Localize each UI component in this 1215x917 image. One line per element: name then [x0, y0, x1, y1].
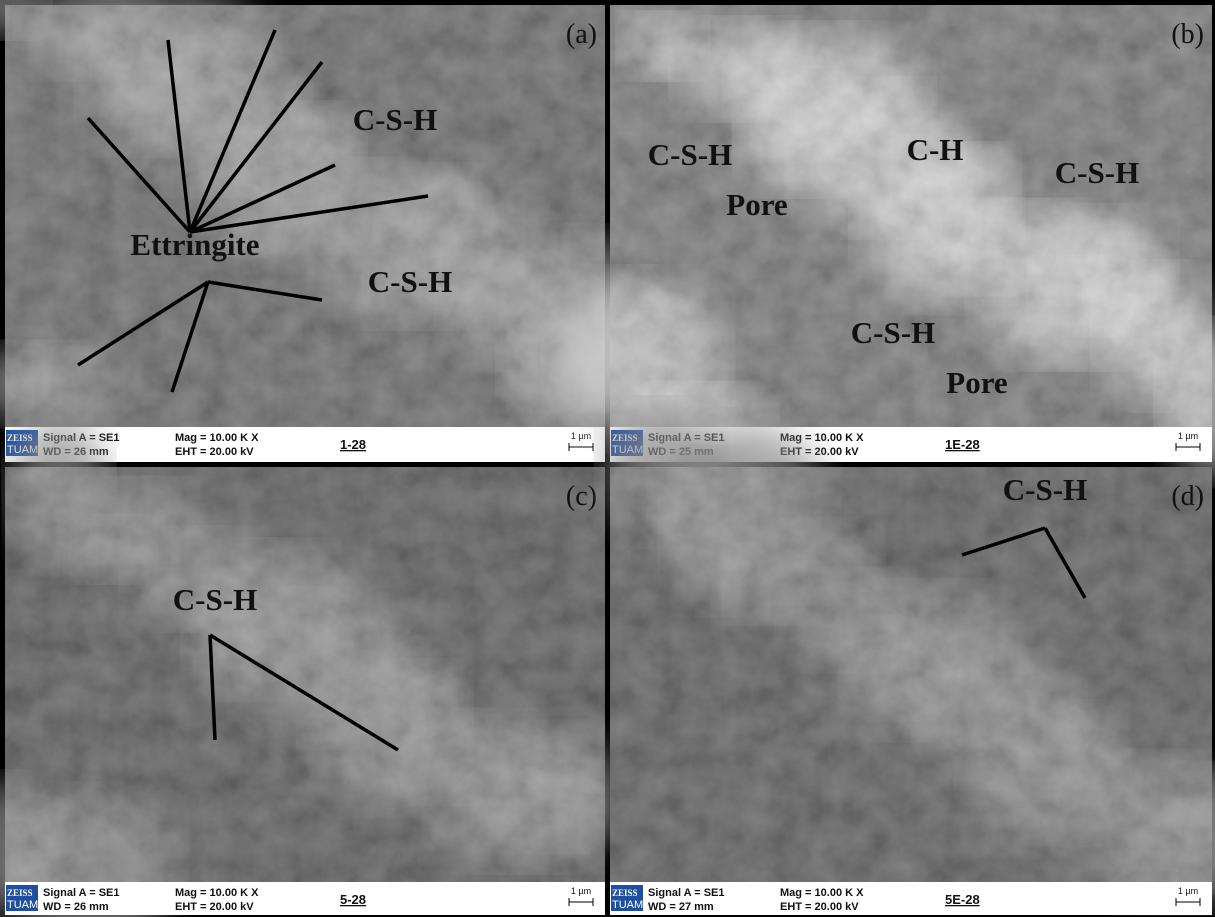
texture [610, 467, 1212, 882]
annotation: C-S-H [851, 315, 935, 350]
pointer-line [77, 280, 209, 367]
scale-bar [1175, 443, 1201, 451]
pointer-line [86, 116, 192, 234]
magnification: Mag = 10.00 K X [175, 887, 259, 899]
pointer-line [189, 163, 336, 234]
annotation: C-S-H [173, 582, 257, 617]
brand: ZEISS [7, 888, 33, 898]
panel-label: (b) [1171, 19, 1204, 50]
pointer-line [209, 633, 399, 752]
texture [5, 467, 605, 882]
scale-label: 1 µm [1178, 431, 1198, 441]
working-distance: WD = 26 mm [43, 901, 109, 913]
annotation: Pore [726, 187, 787, 222]
voltage: EHT = 20.00 kV [175, 446, 254, 458]
scale-bar [1175, 898, 1201, 906]
annotation: C-S-H [368, 264, 452, 299]
annotation: C-H [907, 132, 964, 167]
working-distance: WD = 27 mm [648, 901, 714, 913]
annotation: Pore [946, 365, 1007, 400]
scale-label: 1 µm [1178, 886, 1198, 896]
info-bar [5, 882, 605, 915]
brand2: TUAM [612, 899, 643, 911]
logo-box [6, 885, 38, 911]
voltage: EHT = 20.00 kV [175, 901, 254, 913]
info-bar [610, 882, 1212, 915]
pointer-line [170, 281, 210, 393]
pointer-line [208, 634, 217, 741]
magnification: Mag = 10.00 K X [780, 432, 864, 444]
logo-box [611, 885, 643, 911]
sample-id: 5E-28 [945, 892, 980, 907]
voltage: EHT = 20.00 kV [780, 901, 859, 913]
pointer-line [188, 60, 324, 234]
pointer-line [166, 39, 192, 233]
scale-label: 1 µm [571, 431, 591, 441]
panel-label: (d) [1171, 481, 1204, 512]
sample-id: 1E-28 [945, 437, 980, 452]
sample-id: 1-28 [340, 437, 366, 452]
pointer-line [188, 29, 277, 233]
texture [610, 5, 1212, 427]
magnification: Mag = 10.00 K X [780, 887, 864, 899]
pointer-line [1043, 527, 1087, 599]
annotation: C-S-H [1055, 155, 1139, 190]
scale-label: 1 µm [571, 886, 591, 896]
scale-bar [568, 443, 594, 451]
annotation: C-S-H [1003, 472, 1087, 507]
annotation: C-S-H [648, 137, 732, 172]
scale-bar [568, 898, 594, 906]
brand2: TUAM [7, 899, 38, 911]
panel-label: (c) [566, 481, 597, 512]
panel-label: (a) [566, 19, 597, 50]
signal: Signal A = SE1 [43, 887, 120, 899]
pointer-line [961, 526, 1046, 557]
brand: ZEISS [612, 888, 638, 898]
info-bar [5, 427, 605, 462]
pointer-line [189, 194, 429, 234]
pointer-line [207, 280, 323, 302]
annotation: C-S-H [353, 102, 437, 137]
magnification: Mag = 10.00 K X [175, 432, 259, 444]
sample-id: 5-28 [340, 892, 366, 907]
brand: ZEISS [7, 433, 33, 443]
annotation: Ettringite [130, 227, 259, 262]
signal: Signal A = SE1 [648, 887, 725, 899]
panel: C-S-HPoreC-HC-S-HC-S-HPore(b)ZEISSTUAMSi… [557, 5, 1215, 474]
